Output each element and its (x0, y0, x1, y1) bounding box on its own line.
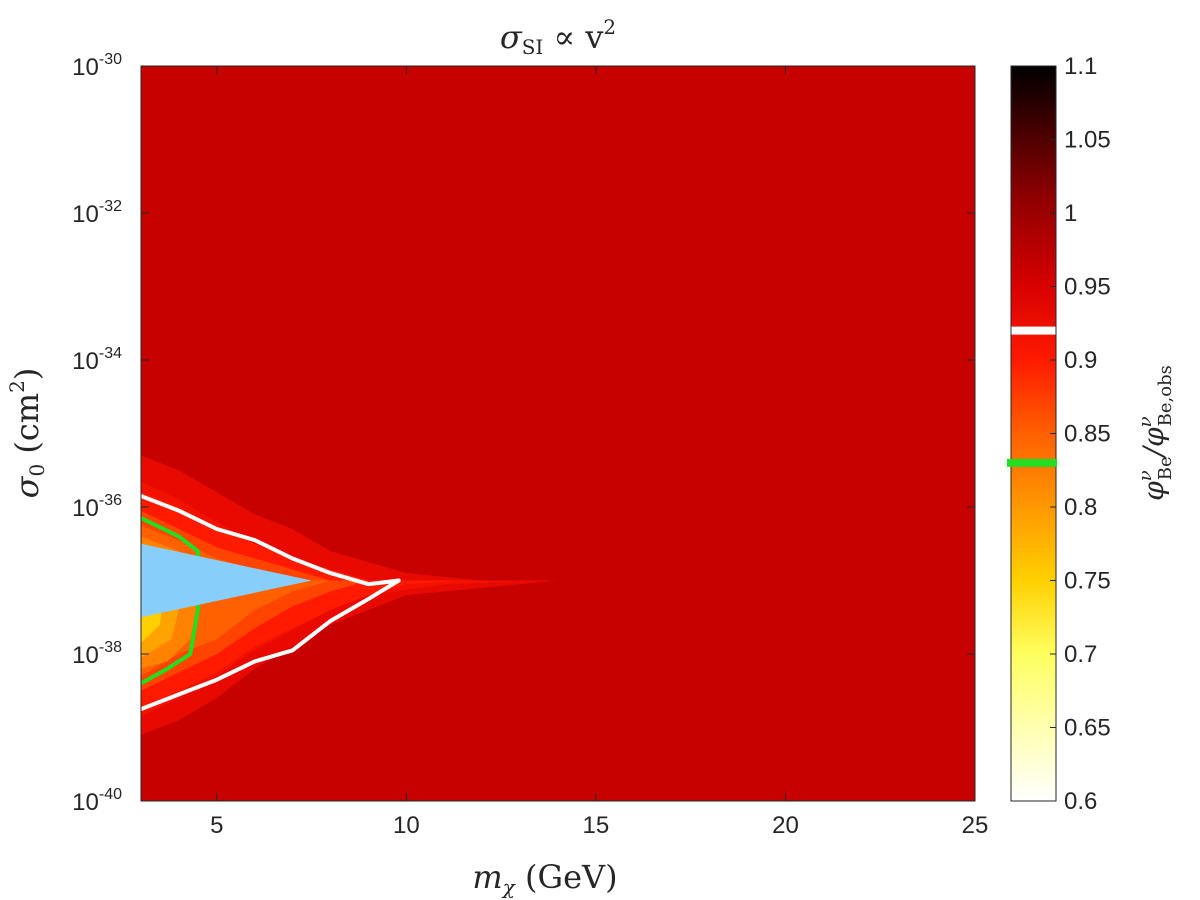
contour-band-0 (141, 455, 672, 735)
colorbar-tick-label: 1 (1064, 200, 1077, 227)
x-axis-label: mχ (GeV) (472, 858, 617, 899)
contour-lines (141, 494, 401, 711)
y-tick-label: 10-36 (72, 492, 122, 522)
excluded-region (141, 543, 312, 618)
colorbar: 1.1 1.05 1 0.95 0.9 0.85 0.8 0.75 0.7 0.65 0.6 (1007, 53, 1111, 815)
y-tick-label: 10-38 (72, 639, 122, 669)
contour-line-white (141, 494, 401, 711)
colorbar-tick-label: 0.75 (1064, 568, 1111, 595)
y-axis-label: σ0 (cm2) (5, 368, 49, 499)
plot-background (141, 66, 975, 801)
excluded-wedge (141, 543, 312, 618)
contour-line-green (141, 516, 200, 686)
colorbar-tick-label: 0.85 (1064, 421, 1111, 448)
x-tick-label: 25 (962, 812, 989, 839)
y-tick-label: 10-32 (72, 198, 122, 228)
plot-area (140, 65, 976, 802)
plot-frame (140, 65, 976, 802)
colorbar-gap (1009, 326, 1058, 335)
colorbar-tick-label: 1.05 (1064, 127, 1111, 154)
colorbar-label: φνBe/φνBe,obs (1135, 365, 1176, 501)
y-tick-label: 10-34 (72, 345, 122, 375)
colorbar-tick-label: 0.65 (1064, 715, 1111, 742)
x-tick-label: 5 (210, 812, 223, 839)
colorbar-tick-label: 0.8 (1064, 494, 1097, 521)
x-tick-label: 15 (583, 812, 610, 839)
chart-title: σSI ∝ v2 (500, 15, 616, 59)
colorbar-tick-label: 0.9 (1064, 347, 1097, 374)
y-tick-label: 10-30 (72, 51, 122, 81)
x-axis-ticks: 5 10 15 20 25 (210, 66, 988, 839)
colorbar-tick-label: 0.6 (1064, 788, 1097, 815)
x-tick-label: 20 (772, 812, 799, 839)
colorbar-green-marker (1007, 458, 1057, 467)
y-axis-ticks: 10-30 10-32 10-34 10-36 10-38 10-40 (72, 51, 975, 816)
y-tick-label: 10-40 (72, 786, 122, 816)
colorbar-tick-label: 1.1 (1064, 53, 1097, 80)
x-tick-label: 10 (393, 812, 420, 839)
colorbar-gradient (1011, 66, 1056, 801)
colorbar-tick-label: 0.7 (1064, 641, 1097, 668)
colorbar-tick-label: 0.95 (1064, 274, 1111, 301)
colorbar-ticks: 1.1 1.05 1 0.95 0.9 0.85 0.8 0.75 0.7 0.65 0.6 (1050, 53, 1111, 815)
